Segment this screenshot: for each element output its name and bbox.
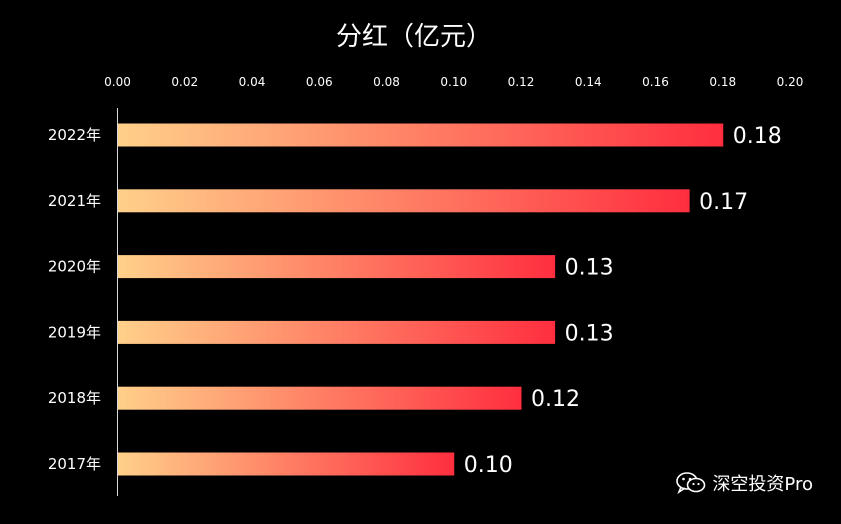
x-tick-label: 0.08 [373,75,400,89]
x-tick-label: 0.10 [440,75,467,89]
x-tick-label: 0.16 [642,75,669,89]
chart-title: 分红（亿元） [336,22,492,52]
bar-value-label: 0.12 [531,387,580,412]
x-tick-label: 0.00 [104,75,131,89]
bar [118,320,556,344]
x-tick-label: 0.12 [508,75,535,89]
watermark: 深空投资Pro [676,470,813,496]
bar-value-label: 0.13 [565,256,614,281]
wechat-icon [676,472,706,495]
bar [118,386,522,410]
bar-value-label: 0.13 [565,321,614,346]
x-tick-label: 0.20 [777,75,804,89]
bar [118,189,690,213]
x-tick-label: 0.14 [575,75,602,89]
x-tick-label: 0.18 [709,75,736,89]
y-category-label: 2021年 [48,192,101,210]
bar [118,123,724,147]
y-category-label: 2020年 [48,258,101,276]
y-category-label: 2022年 [48,126,101,144]
y-category-label: 2017年 [48,455,101,473]
bars-group: 2022年 0.18 2021年 0.17 2020年 0.13 2019年 0.13 2018… [48,123,782,478]
bar-value-label: 0.17 [699,190,748,215]
x-tick-label: 0.04 [239,75,266,89]
bar [118,255,556,279]
watermark-text: 深空投资Pro [712,474,813,495]
bar-value-label: 0.18 [733,124,782,149]
x-tick-label: 0.06 [306,75,333,89]
x-axis-ticks: 0.00 0.02 0.04 0.06 0.08 0.10 0.12 0.14 0.16 0.18… [104,75,803,89]
y-category-label: 2019年 [48,323,101,341]
bar [118,452,455,476]
y-category-label: 2018年 [48,389,101,407]
x-tick-label: 0.02 [171,75,198,89]
bar-value-label: 0.10 [464,453,513,478]
